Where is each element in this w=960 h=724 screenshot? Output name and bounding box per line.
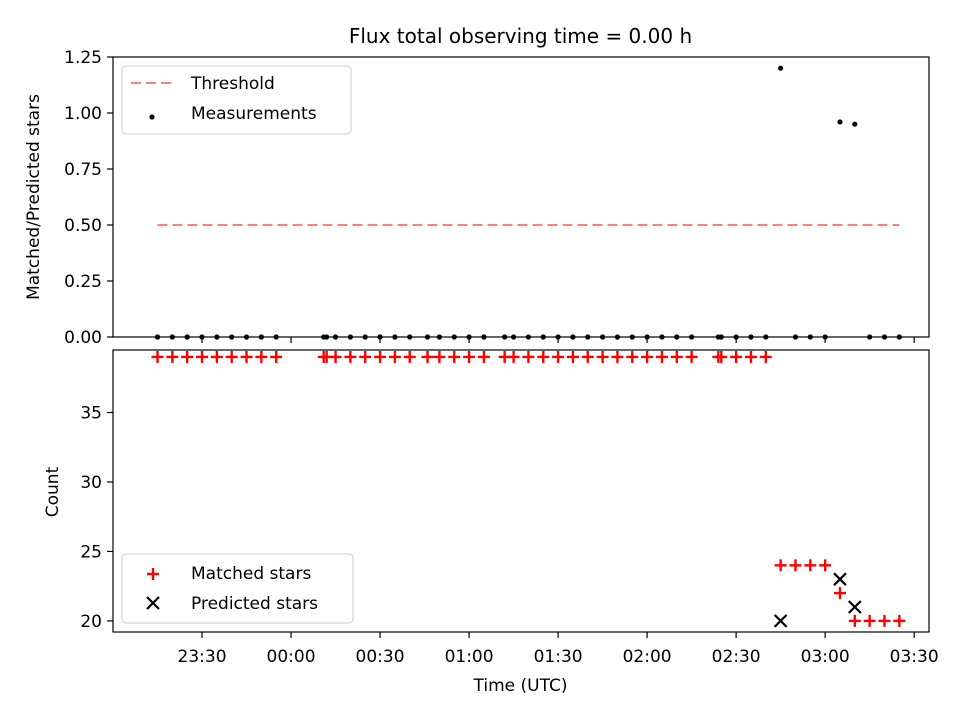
matched-star-point (863, 614, 876, 627)
matched-stars-legend-swatch (147, 568, 159, 580)
top-y-tick-label: 0.75 (64, 160, 102, 180)
matched-star-point (240, 350, 253, 363)
predicted-star-point (833, 572, 847, 586)
matched-star-point (878, 614, 891, 627)
measurement-point (852, 121, 858, 127)
bottom-legend: Matched stars Predicted stars (121, 553, 354, 624)
top-y-tick-label: 0.00 (64, 328, 102, 348)
bottom-legend-box (121, 553, 354, 624)
matched-star-point (893, 614, 906, 627)
matched-star-point (833, 587, 846, 600)
top-y-tick-label: 0.50 (64, 216, 102, 236)
matched-star-point (596, 350, 609, 363)
matched-star-point (552, 350, 565, 363)
matched-star-point (433, 350, 446, 363)
matched-star-point (626, 350, 639, 363)
bottom-ticks: 20 25 30 35 23:30 00:00 00:30 01:00 01:30 02:00 02… (80, 404, 938, 667)
top-legend: Threshold Measurements (121, 65, 352, 135)
bottom-y-tick-label: 25 (80, 542, 102, 562)
matched-star-point (166, 350, 179, 363)
top-y-tick-label: 1.00 (64, 104, 102, 124)
measurements-legend-label: Measurements (191, 104, 317, 124)
matched-star-point (581, 350, 594, 363)
x-tick-label: 00:30 (356, 647, 405, 667)
top-axes-frame (112, 56, 930, 338)
x-tick-label: 01:30 (534, 647, 583, 667)
matched-star-point (804, 559, 817, 572)
predicted-stars-legend-label: Predicted stars (191, 594, 318, 614)
matched-star-point (655, 350, 668, 363)
matched-star-point (759, 350, 772, 363)
matched-star-point (403, 350, 416, 363)
matched-star-point (210, 350, 223, 363)
x-tick-label: 02:00 (623, 647, 672, 667)
bottom-y-tick-label: 20 (80, 612, 102, 632)
matched-star-point (225, 350, 238, 363)
top-y-tick-label: 1.25 (64, 48, 102, 68)
x-tick-label: 02:30 (712, 647, 761, 667)
matched-star-point (715, 350, 728, 363)
x-tick-label: 00:00 (267, 647, 316, 667)
matched-star-point (329, 350, 342, 363)
matched-star-point (463, 350, 476, 363)
top-y-axis-label: Matched/Predicted stars (24, 94, 44, 300)
matched-star-point (477, 350, 490, 363)
matched-star-point (641, 350, 654, 363)
x-tick-label: 03:00 (801, 647, 850, 667)
predicted-star-point (848, 600, 862, 614)
matched-star-point (566, 350, 579, 363)
matched-star-point (789, 559, 802, 572)
counts-panel: 20 25 30 35 23:30 00:00 00:30 01:00 01:30 02:00 02… (43, 349, 939, 696)
bottom-y-axis-label: Count (43, 466, 63, 517)
measurements-panel: 0.00 0.25 0.50 0.75 1.00 1.25 Matched/Predict… (24, 48, 930, 348)
matched-star-point (848, 614, 861, 627)
matched-star-point (448, 350, 461, 363)
predicted-stars-legend-swatch (146, 596, 160, 610)
matched-star-point (819, 559, 832, 572)
measurement-point (778, 65, 784, 71)
matched-star-point (611, 350, 624, 363)
top-legend-box (121, 65, 352, 135)
matched-star-point (507, 350, 520, 363)
matched-star-point (374, 350, 387, 363)
bottom-axes-frame (112, 349, 930, 633)
matched-star-point (255, 350, 268, 363)
matched-star-point (685, 350, 698, 363)
predicted-star-point (773, 614, 788, 628)
x-tick-label: 23:30 (178, 647, 227, 667)
matched-star-point (421, 350, 434, 363)
matched-star-point (670, 350, 683, 363)
matched-star-point (344, 350, 357, 363)
matched-star-point (537, 350, 550, 363)
matched-stars-legend-label: Matched stars (191, 564, 311, 584)
matched-star-point (151, 350, 164, 363)
top-ticks: 0.00 0.25 0.50 0.75 1.00 1.25 (64, 48, 915, 348)
x-tick-label: 01:00 (445, 647, 494, 667)
matched-star-point (774, 559, 787, 572)
chart-title: Flux total observing time = 0.00 h (349, 24, 692, 48)
matched-star-point (196, 350, 209, 363)
matched-star-point (270, 350, 283, 363)
threshold-legend-label: Threshold (190, 74, 275, 94)
matched-star-point (359, 350, 372, 363)
matched-star-point (522, 350, 535, 363)
x-axis-label: Time (UTC) (473, 676, 568, 696)
bottom-y-tick-label: 30 (80, 473, 102, 493)
matched-star-point (181, 350, 194, 363)
top-y-tick-label: 0.25 (64, 272, 102, 292)
matched-star-point (388, 350, 401, 363)
measurements-legend-swatch (149, 114, 155, 120)
count-points (151, 350, 906, 628)
x-tick-label: 03:30 (890, 647, 939, 667)
matched-star-point (744, 350, 757, 363)
matched-star-point (730, 350, 743, 363)
bottom-y-tick-label: 35 (80, 404, 102, 424)
measurement-point (837, 119, 843, 125)
